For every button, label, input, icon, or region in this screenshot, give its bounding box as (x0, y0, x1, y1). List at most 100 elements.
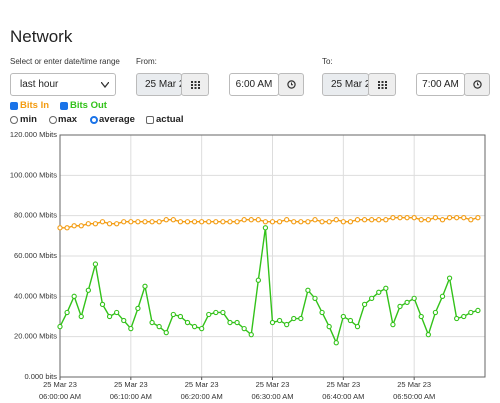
data-point (149, 219, 155, 225)
x-tick-label: 25 Mar 23 (185, 380, 219, 389)
mode-radio[interactable] (90, 116, 98, 124)
data-point (177, 313, 184, 320)
x-tick-label: 25 Mar 23 (397, 380, 431, 389)
data-point (106, 221, 113, 227)
caret (101, 82, 109, 88)
to-date[interactable]: 25 Mar 2 (322, 73, 369, 96)
data-point (397, 215, 403, 221)
data-point (383, 217, 389, 223)
range-label: Select or enter date/time range (10, 57, 120, 66)
actual-checkbox[interactable] (146, 116, 154, 124)
data-point (106, 313, 113, 320)
data-point (411, 295, 417, 301)
data-point (276, 317, 283, 324)
data-point (142, 283, 148, 289)
data-point (248, 217, 254, 223)
clock-icon (286, 80, 296, 89)
data-point (376, 217, 382, 223)
data-point (191, 219, 198, 225)
actual-label[interactable]: actual (156, 114, 184, 125)
data-point (99, 301, 106, 308)
data-point (454, 215, 460, 221)
y-tick-label: 80.000 Mbits (14, 211, 57, 220)
mode-label[interactable]: min (20, 114, 37, 125)
data-point (425, 217, 431, 223)
data-point (234, 219, 240, 225)
series-toggle-label[interactable]: Bits In (20, 100, 50, 111)
data-point (432, 215, 439, 221)
mode-label[interactable]: average (99, 114, 135, 125)
from-date-value: 25 Mar 2 (145, 79, 182, 90)
clock-icon (472, 80, 482, 89)
data-point (128, 219, 134, 225)
data-point (156, 219, 162, 225)
data-point (404, 299, 410, 306)
data-point (92, 221, 99, 227)
data-point (319, 219, 325, 225)
data-point (326, 323, 332, 330)
series-checkbox[interactable] (10, 102, 18, 110)
mode-radio[interactable] (10, 116, 18, 124)
data-point (92, 261, 99, 267)
to-time-button[interactable] (464, 73, 490, 96)
data-point (397, 303, 403, 310)
data-point (269, 319, 276, 326)
plot-frame (59, 134, 486, 378)
data-point (184, 319, 191, 326)
data-point (475, 215, 481, 221)
data-point (57, 323, 63, 330)
data-point (64, 225, 70, 231)
data-point (121, 317, 127, 324)
data-point (128, 325, 134, 332)
data-point (170, 311, 176, 318)
data-point (390, 321, 396, 328)
data-point (439, 293, 446, 299)
data-point (149, 319, 155, 326)
data-point (354, 217, 361, 223)
data-point (78, 223, 84, 229)
data-point (220, 219, 226, 225)
from-date[interactable]: 25 Mar 2 (136, 73, 182, 96)
to-time[interactable]: 7:00 AM (416, 73, 465, 96)
data-point (220, 309, 226, 316)
data-point (121, 219, 127, 225)
from-time-button[interactable] (278, 73, 304, 96)
mode-label[interactable]: max (58, 114, 78, 125)
data-point (361, 217, 368, 223)
range-select[interactable]: last hour (10, 73, 116, 96)
x-tick-label: 06:50:00 AM (393, 392, 435, 401)
data-point (142, 219, 148, 225)
data-point (85, 221, 91, 227)
data-point (255, 217, 261, 223)
y-tick-label: 40.000 Mbits (14, 291, 57, 300)
from-date-button[interactable] (181, 73, 209, 96)
series-toggle-label[interactable]: Bits Out (70, 100, 107, 111)
to-date-button[interactable] (368, 73, 396, 96)
data-point (206, 219, 212, 225)
data-point (114, 221, 120, 227)
data-point (78, 313, 84, 320)
data-point (432, 309, 439, 316)
data-point (305, 219, 311, 225)
data-point (333, 340, 339, 346)
data-point (156, 323, 162, 330)
x-tick-label: 06:10:00 AM (110, 392, 152, 401)
data-point (446, 275, 453, 281)
data-point (191, 323, 198, 330)
chart: 0.000 bits 20.000 Mbits 40.000 Mbits 60.000… (10, 130, 486, 401)
data-point (312, 217, 318, 223)
data-point (291, 219, 297, 225)
x-tick-label: 06:00:00 AM (39, 392, 81, 401)
data-point (262, 225, 269, 231)
data-point (418, 217, 424, 223)
data-point (369, 295, 375, 301)
series-checkbox[interactable] (60, 102, 68, 110)
mode-radio[interactable] (49, 116, 57, 124)
data-point (461, 215, 467, 221)
data-point (418, 313, 424, 320)
data-point (404, 215, 410, 221)
from-time[interactable]: 6:00 AM (229, 73, 279, 96)
data-point (227, 319, 233, 326)
data-point (241, 217, 247, 223)
